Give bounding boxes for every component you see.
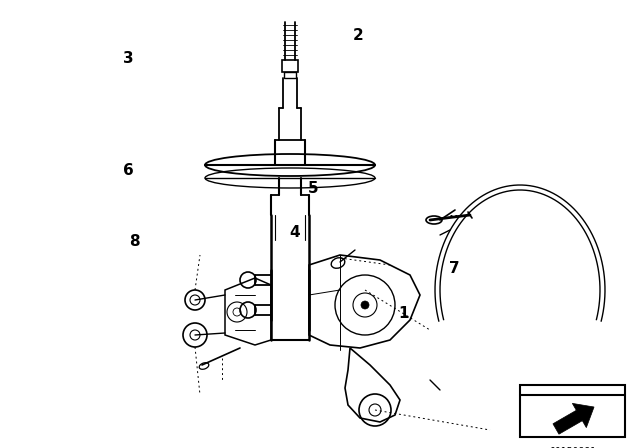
Text: 00150881: 00150881 — [549, 447, 596, 448]
Text: 5: 5 — [308, 181, 319, 196]
Text: 3: 3 — [123, 51, 133, 66]
Circle shape — [361, 301, 369, 309]
Text: 7: 7 — [449, 261, 460, 276]
Text: 1: 1 — [398, 306, 408, 321]
Bar — [282, 60, 298, 72]
Text: 2: 2 — [353, 28, 364, 43]
Text: 6: 6 — [123, 163, 133, 178]
Bar — [284, 72, 296, 78]
Text: 4: 4 — [289, 225, 300, 241]
Polygon shape — [553, 403, 594, 434]
Text: 8: 8 — [129, 234, 140, 250]
Bar — [520, 385, 625, 437]
